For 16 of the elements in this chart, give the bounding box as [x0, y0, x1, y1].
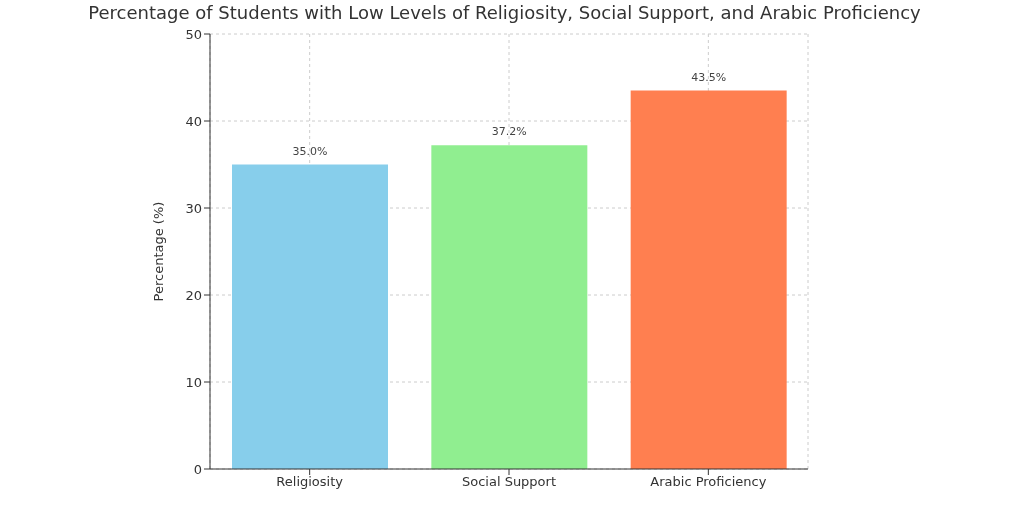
chart-title: Percentage of Students with Low Levels of Religiosity, Social Support, and Arabic Proficiency — [88, 2, 921, 23]
y-tick-label: 20 — [185, 287, 202, 303]
bar — [232, 164, 388, 469]
data-label: 35.0% — [292, 144, 328, 158]
x-tick-label: Social Support — [461, 474, 557, 490]
data-label: 43.5% — [691, 70, 727, 84]
x-tick-label: Arabic Proficiency — [650, 474, 767, 490]
y-tick-label: 30 — [185, 200, 202, 216]
y-tick-label: 10 — [185, 374, 202, 390]
y-tick-label: 40 — [185, 113, 202, 129]
x-tick-label: Religiosity — [276, 474, 344, 490]
y-axis-title: Percentage (%) — [150, 201, 166, 302]
bar — [431, 145, 588, 469]
bar — [630, 90, 787, 469]
y-tick-label: 0 — [193, 461, 202, 477]
data-label: 37.2% — [491, 125, 527, 139]
